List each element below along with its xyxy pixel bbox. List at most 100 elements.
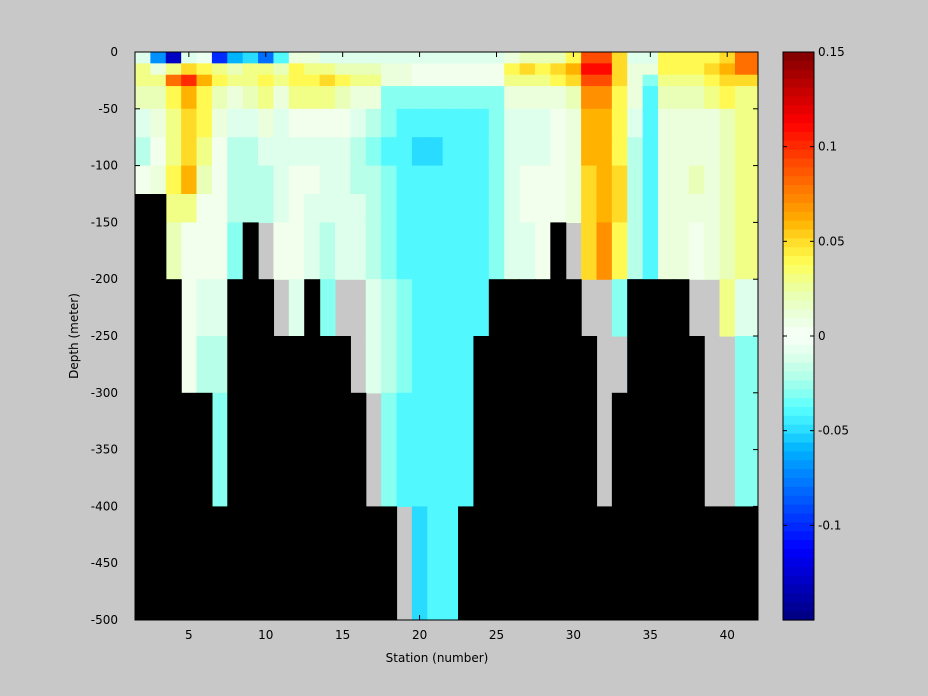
heatmap-cell	[458, 336, 475, 394]
heatmap-cell	[673, 108, 690, 138]
heatmap-cell	[581, 74, 598, 87]
heatmap-cell	[365, 108, 382, 138]
heatmap-cell	[181, 336, 198, 394]
seafloor-column	[273, 336, 290, 620]
heatmap-cell	[673, 74, 690, 87]
heatmap-cell	[273, 74, 290, 87]
heatmap-cell	[381, 63, 398, 76]
colorbar-swatch	[783, 238, 814, 248]
heatmap-cell	[365, 137, 382, 167]
heatmap-cell	[411, 194, 428, 223]
heatmap-cell	[596, 194, 613, 223]
colorbar-swatch	[783, 220, 814, 231]
heatmap-cell	[704, 108, 721, 138]
heatmap-cell	[519, 52, 536, 64]
heatmap-cell	[242, 86, 259, 110]
heatmap-cell	[273, 194, 290, 223]
y-tick-label: -200	[91, 272, 118, 286]
heatmap-cell	[165, 63, 182, 76]
colorbar-swatch	[783, 176, 814, 186]
heatmap-cell	[288, 137, 305, 167]
heatmap-cell	[273, 86, 290, 110]
heatmap-cell	[642, 52, 659, 64]
heatmap-cell	[150, 63, 167, 76]
heatmap-cell	[350, 165, 367, 195]
x-tick-label: 30	[566, 628, 581, 642]
heatmap-cell	[350, 222, 367, 280]
heatmap-cell	[458, 279, 475, 337]
heatmap-cell	[581, 108, 598, 138]
heatmap-cell	[719, 74, 736, 87]
heatmap-cell	[365, 165, 382, 195]
heatmap-cell	[427, 222, 444, 280]
heatmap-cell	[350, 74, 367, 87]
colorbar-swatch	[783, 167, 814, 177]
heatmap-cell	[534, 165, 551, 195]
heatmap-cell	[488, 108, 505, 138]
heatmap-cell	[534, 137, 551, 167]
colorbar-swatch	[783, 105, 814, 115]
heatmap-cell	[365, 194, 382, 223]
heatmap-cell	[719, 63, 736, 76]
heatmap-cell	[211, 279, 228, 337]
heatmap-cell	[534, 86, 551, 110]
colorbar-swatch	[783, 309, 814, 319]
colorbar-swatch	[783, 256, 814, 266]
heatmap-cell	[504, 222, 521, 280]
heatmap-cell	[411, 279, 428, 337]
heatmap-cell	[227, 63, 244, 76]
heatmap-cell	[411, 52, 428, 64]
heatmap-cell	[165, 165, 182, 195]
seafloor-column	[734, 506, 758, 620]
heatmap-cell	[396, 392, 413, 507]
heatmap-cell	[658, 63, 674, 76]
seafloor-column	[350, 392, 367, 620]
heatmap-cell	[488, 52, 505, 64]
colorbar-swatch	[783, 87, 814, 97]
seafloor-column	[673, 279, 690, 620]
heatmap-cell	[658, 165, 674, 195]
heatmap-cell	[504, 74, 521, 87]
heatmap-cell	[304, 52, 321, 64]
heatmap-cell	[196, 86, 213, 110]
colorbar-swatch	[783, 389, 814, 399]
heatmap-cell	[365, 63, 382, 76]
heatmap-cell	[304, 108, 321, 138]
colorbar-swatch	[783, 380, 814, 390]
heatmap-cell	[411, 222, 428, 280]
heatmap-cell	[611, 52, 628, 64]
heatmap-cell	[165, 52, 182, 64]
heatmap-cell	[658, 52, 674, 64]
heatmap-cell	[211, 392, 228, 507]
heatmap-cell	[458, 222, 475, 280]
heatmap-cell	[473, 194, 490, 223]
heatmap-cell	[442, 506, 459, 620]
heatmap-cell	[135, 137, 151, 167]
y-tick-label: -500	[91, 613, 118, 627]
heatmap-cell	[211, 222, 228, 280]
heatmap-cell	[334, 63, 351, 76]
heatmap-cell	[258, 194, 275, 223]
colorbar-swatch	[783, 211, 814, 222]
heatmap-cell	[719, 108, 736, 138]
seafloor-column	[196, 392, 213, 620]
heatmap-cell	[165, 74, 182, 87]
colorbar-swatch	[783, 460, 814, 470]
heatmap-cell	[381, 86, 398, 110]
seafloor-column	[504, 279, 521, 620]
heatmap-cell	[565, 194, 582, 223]
heatmap-cell	[734, 108, 758, 138]
heatmap-cell	[242, 74, 259, 87]
heatmap-cell	[673, 86, 690, 110]
heatmap-cell	[734, 222, 758, 280]
seafloor-column	[550, 222, 567, 620]
heatmap-cell	[365, 74, 382, 87]
seafloor-column	[319, 336, 336, 620]
heatmap-cell	[688, 86, 705, 110]
heatmap-cell	[442, 74, 459, 87]
heatmap-cell	[319, 86, 336, 110]
heatmap-cell	[642, 108, 659, 138]
heatmap-cell	[627, 137, 644, 167]
heatmap-cell	[596, 222, 613, 280]
heatmap-cell	[442, 86, 459, 110]
